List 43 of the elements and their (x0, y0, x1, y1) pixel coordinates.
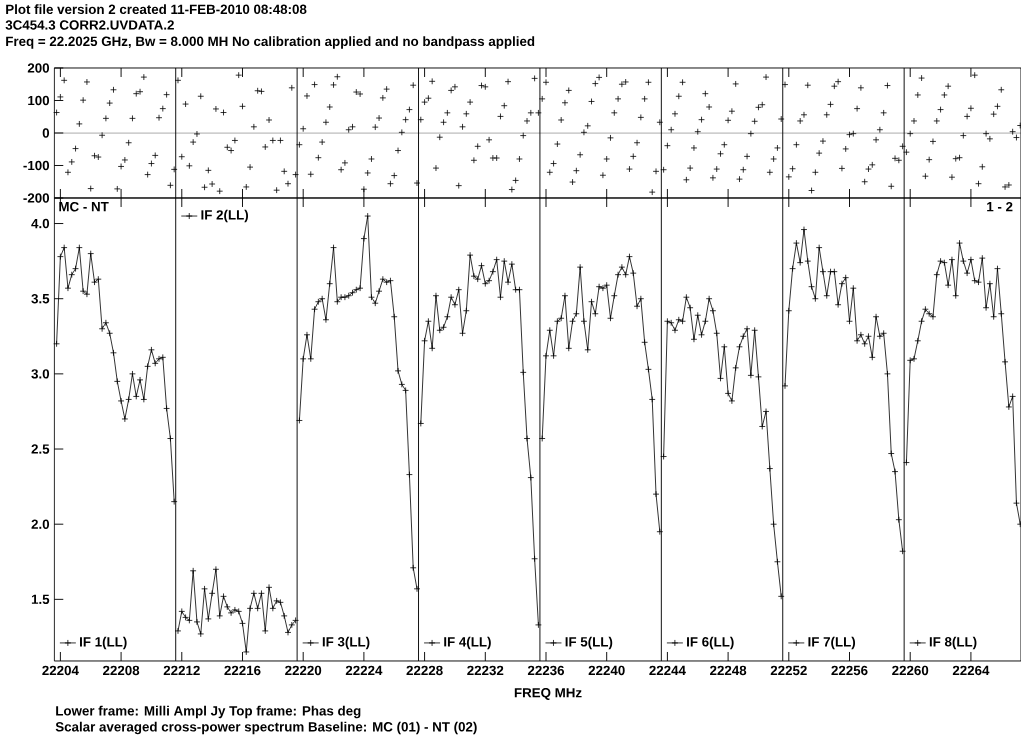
annotation: MC - NT (59, 201, 109, 212)
y-tick-label: 4.0 (31, 218, 50, 229)
legend-label: IF 2(LL) (201, 209, 249, 223)
y-tick-label: 100 (28, 95, 50, 106)
x-tick-label: 22232 (467, 665, 504, 676)
text: Scalar averaged cross-power spectrum Baseline: MC (01) - NT (02) (55, 721, 477, 735)
legend-label: IF 8(LL) (929, 636, 977, 650)
x-tick-label: 22224 (345, 665, 383, 675)
x-tick-label: 22256 (831, 665, 868, 676)
x-tick-label: 22204 (42, 665, 79, 676)
legend-label: IF 7(LL) (808, 636, 856, 650)
x-tick-label: 22220 (285, 665, 322, 676)
y-tick-label: -200 (23, 193, 50, 203)
x-tick-label: 22248 (710, 665, 747, 676)
x-tick-label: 22216 (224, 665, 261, 676)
y-tick-label: 2.5 (31, 444, 50, 454)
text: Freq = 22.2025 GHz, Bw = 8.000 MH No calibration applied and no bandpass applied (6, 36, 535, 49)
y-tick-label: 1.5 (31, 594, 50, 604)
chart-subtitle: 3C454.3 CORR2.UVDATA.2 (5, 20, 174, 30)
legend-label: IF 4(LL) (444, 636, 491, 650)
x-tick-label: 22208 (103, 665, 140, 676)
x-axis-title: FREQ MHz (514, 688, 582, 700)
chart-title: Plot file version 2 created 11-FEB-2010 08:48:08 (6, 4, 307, 15)
text: Lower frame: Milli Ampl Jy Top frame: Phas deg (56, 705, 361, 719)
x-tick-label: 22244 (649, 665, 686, 675)
x-tick-label: 22252 (770, 665, 807, 676)
y-tick-label: 0 (42, 128, 50, 138)
y-tick-label: -100 (23, 160, 50, 171)
x-tick-label: 22240 (588, 665, 625, 676)
x-tick-label: 22212 (163, 665, 200, 675)
y-tick-label: 200 (27, 63, 50, 73)
x-tick-label: 22260 (892, 665, 929, 676)
x-tick-label: 22236 (527, 665, 565, 676)
y-tick-label: 2.0 (31, 519, 50, 529)
y-tick-label: 3.0 (31, 369, 50, 379)
y-tick-label: 3.5 (31, 293, 50, 304)
x-tick-label: 22228 (406, 665, 443, 676)
annotation: 1 - 2 (987, 201, 1013, 212)
legend-label: IF 5(LL) (565, 636, 613, 650)
legend-label: IF 1(LL) (80, 636, 127, 650)
x-tick-label: 22264 (952, 665, 990, 676)
legend-label: IF 6(LL) (687, 636, 734, 650)
legend-label: IF 3(LL) (322, 636, 370, 650)
